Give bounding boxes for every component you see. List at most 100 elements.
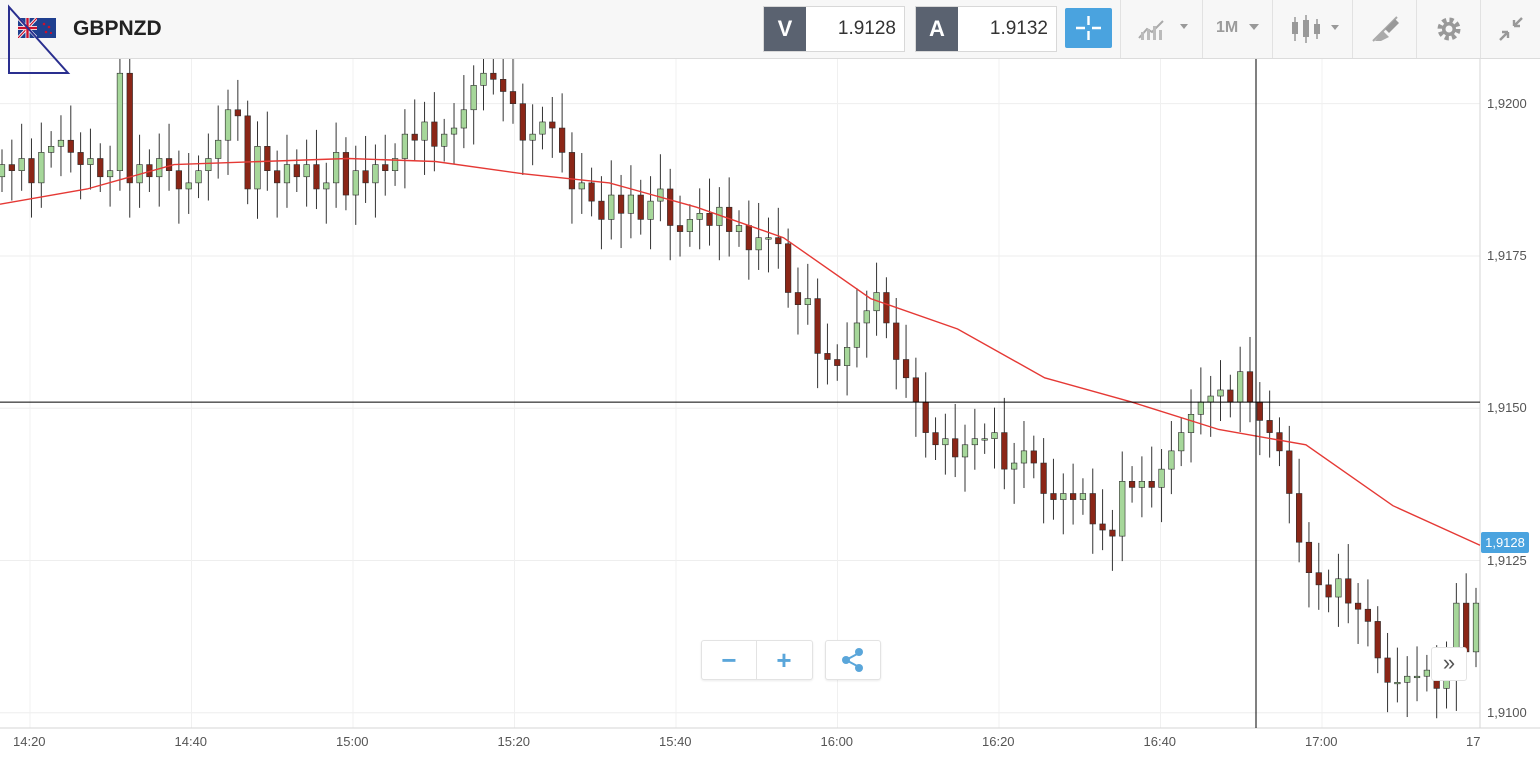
bullish-candle	[942, 438, 949, 446]
time-tick-label: 16:00	[820, 734, 854, 749]
bearish-candle	[1276, 432, 1283, 452]
price-tick-label: 1,9125	[1487, 552, 1527, 568]
bullish-candle	[38, 152, 45, 184]
bearish-candle	[165, 158, 173, 171]
time-tick-label: 17	[1466, 734, 1481, 749]
bullish-candle	[391, 158, 399, 171]
bullish-candle	[686, 219, 693, 232]
zoom-in-button[interactable]: +	[776, 645, 792, 675]
bullish-candle	[195, 170, 202, 184]
bearish-candle	[382, 164, 389, 171]
bearish-candle	[1040, 462, 1047, 494]
bearish-candle	[706, 213, 713, 226]
share-button[interactable]	[825, 640, 881, 680]
bullish-candle	[1335, 578, 1342, 598]
bullish-candle	[1423, 669, 1430, 677]
bearish-candle	[745, 225, 752, 251]
bullish-candle	[372, 164, 379, 184]
time-tick-label: 16:20	[982, 734, 1015, 749]
bearish-candle	[952, 438, 959, 458]
indicators-button[interactable]	[1120, 0, 1203, 58]
bearish-candle	[1227, 389, 1234, 403]
bullish-candle	[1197, 401, 1204, 415]
bearish-candle	[794, 292, 802, 305]
bullish-candle	[460, 109, 467, 129]
bearish-candle	[785, 243, 792, 293]
bearish-candle	[893, 322, 900, 360]
bullish-candle	[991, 432, 998, 439]
price-tick-label: 1,9150	[1487, 400, 1527, 416]
bearish-candle	[1089, 493, 1096, 525]
bearish-candle	[588, 182, 595, 202]
settings-button[interactable]	[1416, 0, 1481, 58]
bearish-candle	[519, 103, 526, 141]
zoom-out-button[interactable]: −	[702, 641, 757, 679]
bullish-candle	[1394, 682, 1401, 685]
timeframe-dropdown[interactable]: 1M	[1202, 0, 1273, 58]
chart-type-button[interactable]	[1272, 0, 1353, 58]
bearish-candle	[1364, 608, 1372, 622]
bullish-candle	[254, 146, 261, 190]
bearish-candle	[1315, 572, 1322, 586]
bearish-candle	[1305, 541, 1313, 573]
bearish-candle	[244, 115, 251, 190]
bullish-candle	[57, 139, 65, 147]
bearish-candle	[490, 72, 497, 80]
bullish-candle	[441, 133, 448, 147]
bullish-candle	[1079, 493, 1087, 500]
bullish-candle	[352, 170, 359, 196]
bullish-candle	[804, 298, 811, 305]
bearish-candle	[559, 127, 566, 153]
time-tick-label: 15:00	[336, 734, 369, 749]
bearish-candle	[1286, 450, 1293, 494]
bearish-candle	[617, 194, 625, 214]
drawing-pen-icon	[1372, 16, 1399, 42]
bullish-candle	[323, 182, 330, 190]
bearish-candle	[1296, 493, 1303, 543]
bearish-candle	[814, 298, 821, 354]
bullish-candle	[981, 438, 988, 441]
bullish-candle	[961, 444, 969, 458]
bullish-candle	[578, 182, 585, 190]
bearish-candle	[509, 91, 517, 104]
bearish-candle	[362, 170, 369, 184]
drawing-tools-button[interactable]	[1352, 0, 1417, 58]
bearish-candle	[922, 401, 929, 433]
bullish-candle	[215, 139, 222, 159]
bearish-candle	[28, 158, 35, 184]
bearish-candle	[264, 146, 271, 171]
bullish-candle	[529, 133, 536, 141]
bearish-candle	[1345, 578, 1352, 604]
gbp-nzd-flag-icon	[18, 18, 56, 38]
bearish-candle	[902, 359, 910, 379]
bearish-candle	[1256, 401, 1263, 421]
time-tick-label: 14:20	[13, 734, 46, 749]
gear-icon	[1437, 17, 1461, 41]
moving-average-line	[0, 157, 1481, 546]
sell-label: V	[764, 7, 806, 51]
bullish-candle	[185, 182, 192, 190]
bullish-candle	[48, 146, 55, 153]
bearish-candle	[500, 79, 507, 92]
bullish-candle	[224, 109, 232, 141]
bearish-candle	[1325, 584, 1332, 598]
chart-toolbar: GBPNZD V 1.9128 A 1.9132 1M	[0, 0, 1540, 59]
collapse-button[interactable]	[1480, 0, 1540, 58]
bearish-candle	[67, 139, 74, 153]
bullish-candle	[1119, 481, 1126, 537]
time-tick-label: 16:40	[1143, 734, 1177, 749]
price-tick-label: 1,9200	[1487, 95, 1527, 111]
bullish-candle	[863, 310, 870, 324]
bearish-candle	[1463, 602, 1470, 653]
bullish-candle	[657, 188, 664, 202]
bullish-candle	[116, 72, 124, 171]
buy-price-button[interactable]: A 1.9132	[915, 6, 1057, 52]
bearish-candle	[1050, 493, 1057, 500]
bullish-candle	[333, 152, 340, 184]
crosshair-toggle-button[interactable]	[1065, 8, 1112, 48]
scroll-to-latest-button[interactable]: »	[1431, 647, 1467, 681]
price-tick-label: 1,9100	[1487, 704, 1527, 720]
sell-price-button[interactable]: V 1.9128	[763, 6, 905, 52]
time-tick-label: 17:00	[1305, 734, 1338, 749]
bullish-candle	[421, 121, 428, 141]
